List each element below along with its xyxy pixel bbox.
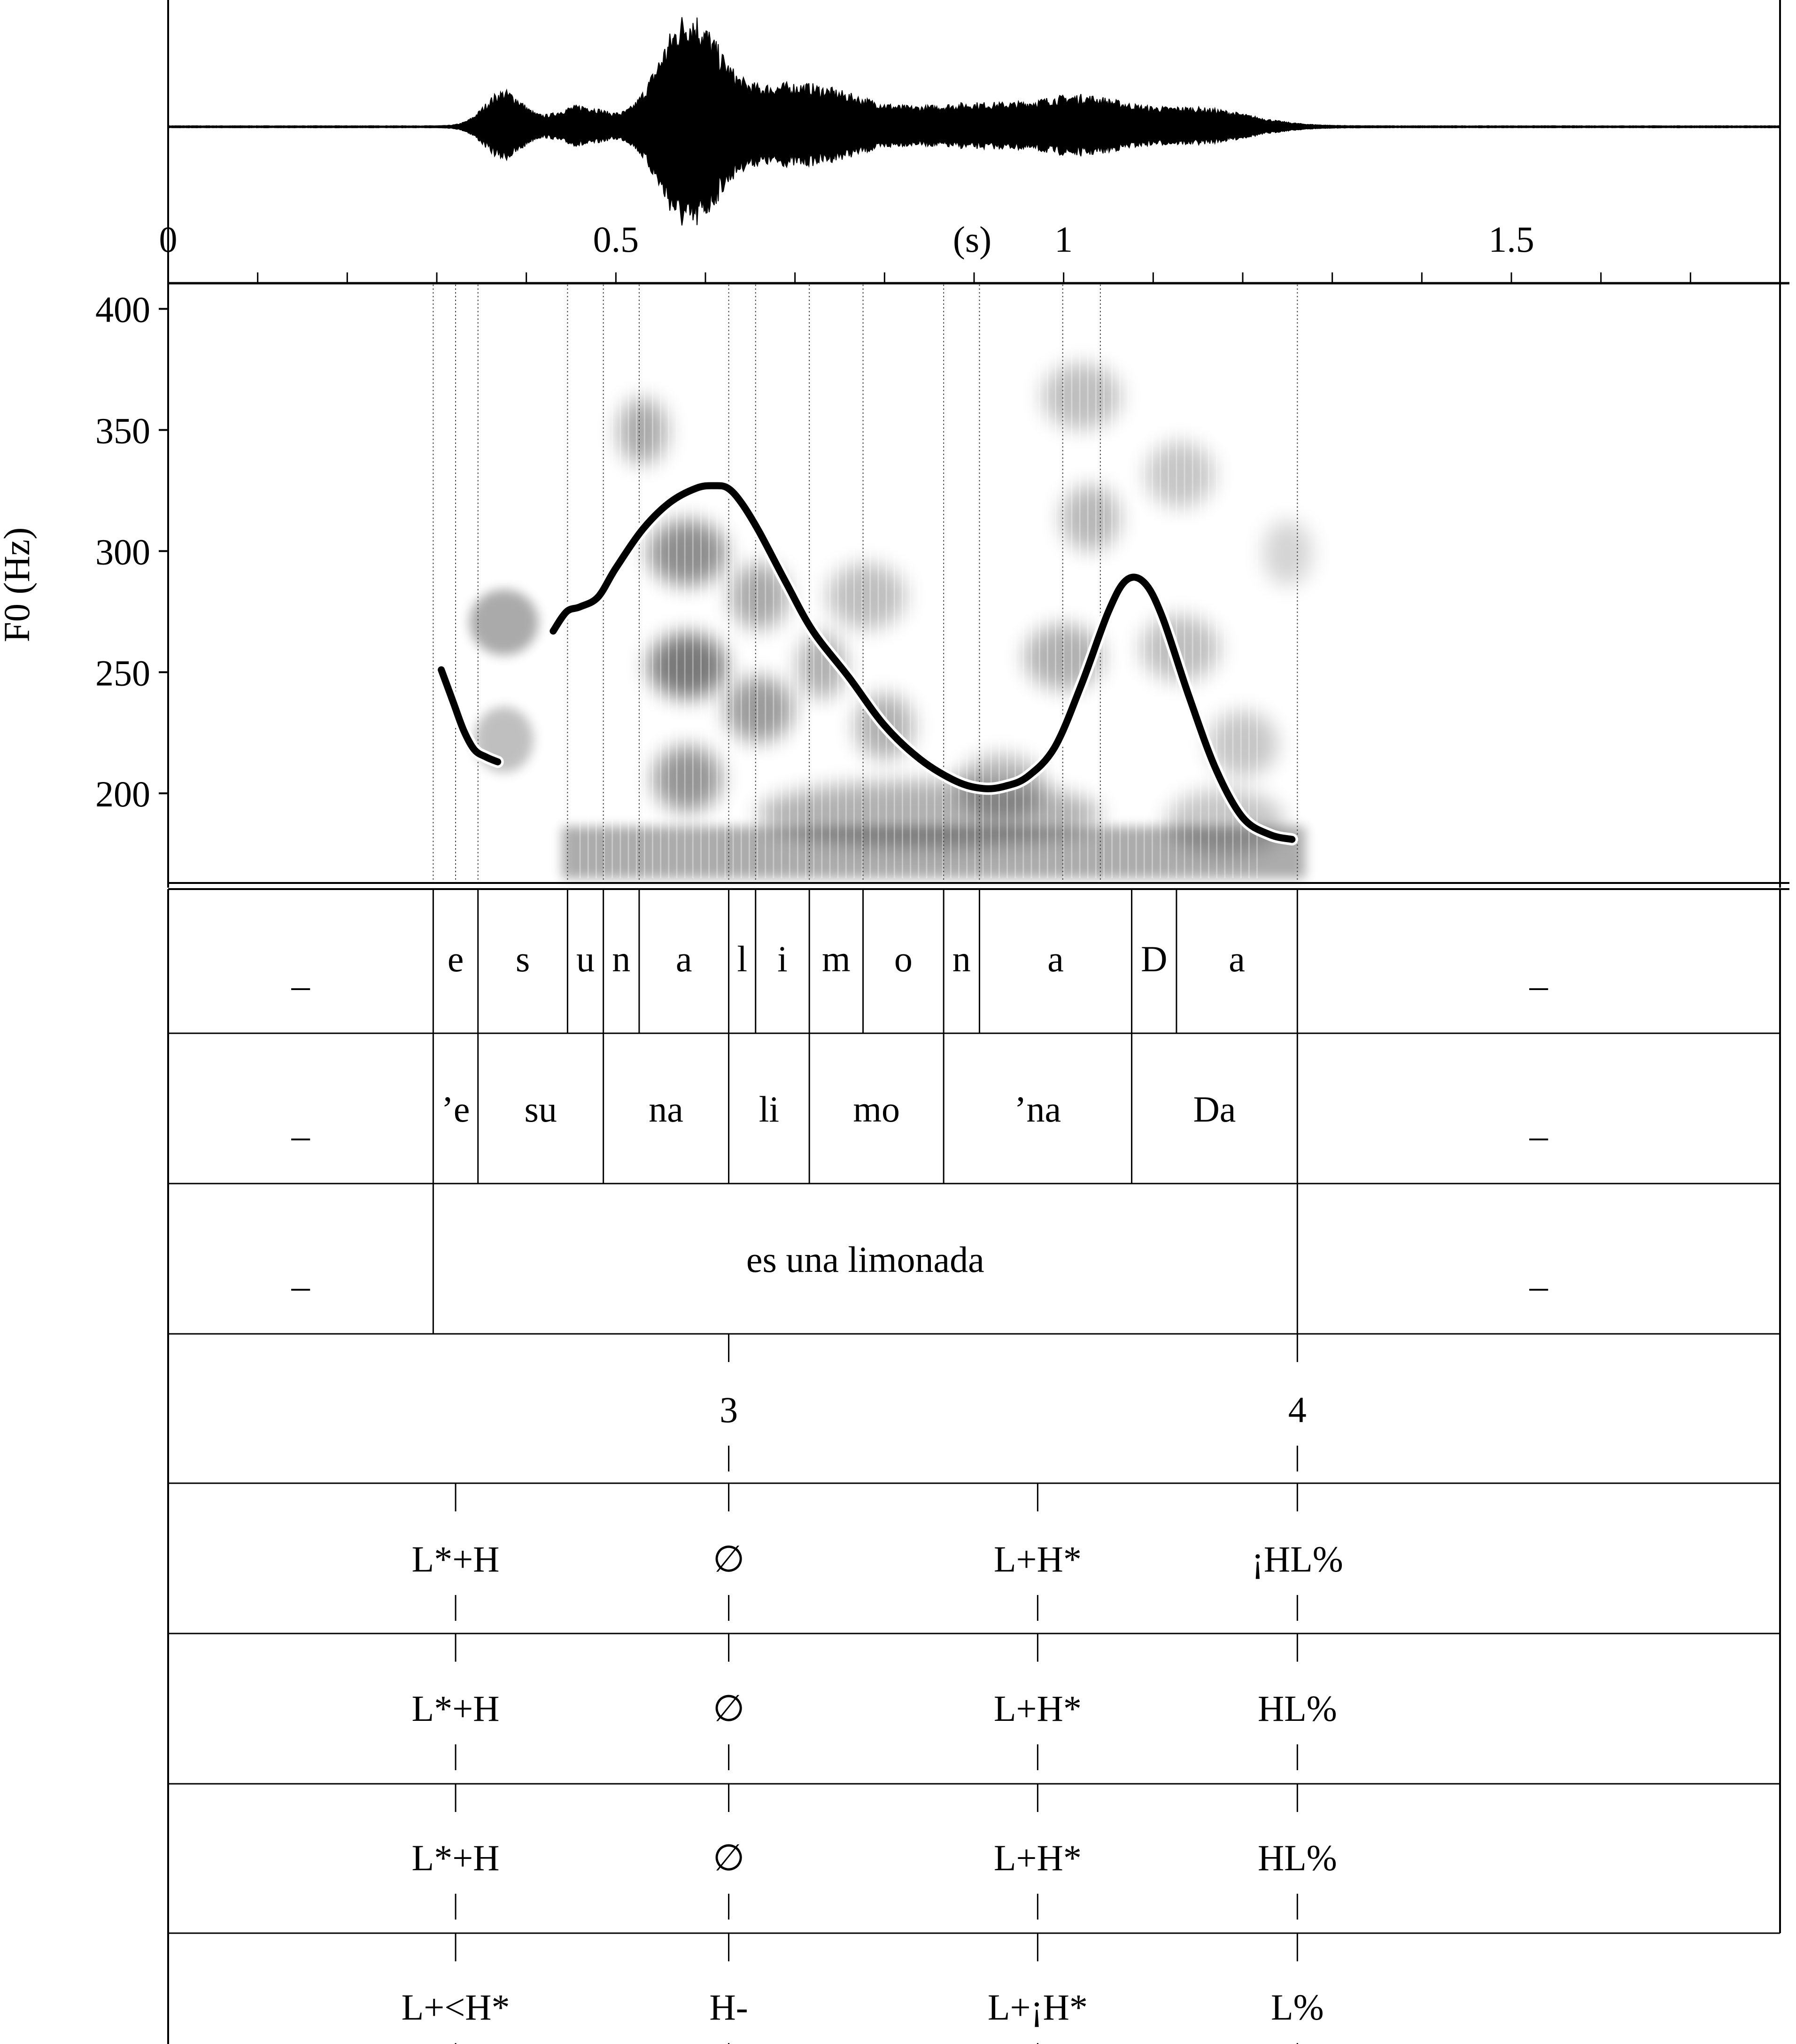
f0-line [438, 666, 502, 766]
phone-label: o [894, 938, 913, 979]
syllable-label: _ [1529, 1103, 1548, 1144]
time-axis-ticks [167, 272, 1781, 283]
syllable-label: ’e [441, 1089, 470, 1130]
tier-tones_3: L*+H ∅ L+H* HL% [168, 1783, 1780, 1920]
time-axis-label: (s) [953, 219, 991, 260]
tone-label: L*+H [412, 1539, 500, 1579]
phone-label: s [516, 938, 530, 979]
tone-label: HL% [1258, 1837, 1337, 1878]
spectrogram-low-band [562, 827, 1306, 878]
spectrogram-energy [1146, 441, 1215, 508]
phone-label: i [777, 938, 788, 979]
tier-tones_1: L*+H ∅ L+H* ¡HL% [168, 1482, 1780, 1621]
tone-label: L+H* [994, 1539, 1082, 1579]
tone-label: L+¡H* [988, 1987, 1088, 2028]
spectrogram-energy [1208, 711, 1277, 777]
tone-label: L*+H [412, 1688, 500, 1729]
waveform-signal [168, 17, 1781, 226]
f0-axis-ticks [159, 308, 168, 795]
spectrogram-panel: 400 350 300 250 200 F0 (Hz) [0, 285, 1789, 890]
phone-label: _ [1529, 952, 1548, 993]
f0-contour [435, 480, 1298, 846]
f0-tick-label: 250 [95, 652, 150, 693]
phone-label: e [448, 938, 464, 979]
spectrogram-energy [648, 633, 727, 699]
syllable-label: ’na [1014, 1089, 1061, 1130]
phone-label: l [737, 938, 747, 979]
tier-tones_2: L*+H ∅ L+H* HL% [168, 1633, 1780, 1770]
phone-label: _ [291, 952, 310, 993]
tier-tones_4: L+<H* H- L+¡H* L% [168, 1932, 1780, 2044]
phone-label: u [576, 938, 595, 979]
f0-axis-labels: 400 350 300 250 200 [95, 289, 150, 815]
f0-tick-label: 350 [95, 410, 150, 451]
spectrogram-energy [1061, 485, 1120, 551]
spectrogram-energy [648, 520, 727, 586]
phone-label: a [1047, 938, 1064, 979]
spectrogram-energy [827, 563, 906, 629]
tone-label: ∅ [713, 1688, 745, 1729]
tone-label: ∅ [713, 1837, 745, 1878]
time-axis-labels: 0 0.5 1 1.5 [159, 219, 1534, 260]
spectrogram-energy [653, 746, 722, 812]
f0-tick-label: 400 [95, 289, 150, 330]
spectrogram-energy [474, 706, 534, 773]
tier-syllables: _ ’e su na li mo ’na Da _ [168, 1032, 1780, 1184]
phone-label: m [822, 938, 851, 979]
tone-label: L+H* [994, 1837, 1082, 1878]
tone-label: L% [1271, 1987, 1324, 2028]
phone-label: n [952, 938, 971, 979]
spectrogram-energy [618, 398, 667, 464]
break-index-label: 3 [720, 1389, 738, 1430]
word-label: _ [1529, 1253, 1548, 1294]
syllable-label: Da [1193, 1089, 1236, 1130]
tone-label: L+<H* [402, 1987, 510, 2028]
syllable-label: su [524, 1089, 557, 1130]
syllable-label: na [649, 1089, 683, 1130]
phone-label: D [1141, 938, 1167, 979]
spectrogram-energy [469, 589, 539, 655]
spectrogram-energy [724, 676, 794, 742]
f0-tick-label: 200 [95, 774, 150, 814]
time-tick-label: 1.5 [1488, 219, 1534, 260]
tone-label: ∅ [713, 1539, 745, 1579]
time-tick-label: 0 [159, 219, 178, 260]
time-tick-label: 0.5 [593, 219, 639, 260]
tone-label: H- [709, 1987, 748, 2028]
f0-line [550, 482, 1296, 843]
spectrogram-energy [1140, 615, 1220, 681]
spectrogram-energy [1042, 364, 1121, 429]
word-label: _ [291, 1253, 310, 1294]
spectrogram [469, 301, 1312, 878]
spectrogram-energy [729, 563, 789, 629]
word-label: es una limonada [746, 1239, 984, 1280]
tone-label: ¡HL% [1252, 1539, 1343, 1579]
tone-label: L+H* [994, 1688, 1082, 1729]
tone-label: HL% [1258, 1688, 1337, 1729]
waveform-panel: 0 0.5 1 1.5 (s) [159, 0, 1789, 285]
f0-axis-label: F0 (Hz) [0, 527, 37, 643]
phone-label: a [1229, 938, 1245, 979]
syllable-label: _ [291, 1103, 310, 1144]
phone-label: n [612, 938, 630, 979]
f0-tick-label: 300 [95, 531, 150, 572]
tone-label: L*+H [412, 1837, 500, 1878]
syllable-label: mo [853, 1089, 900, 1130]
spectrogram-energy [1262, 520, 1312, 586]
phone-label: a [676, 938, 692, 979]
tier-words: _ es una limonada _ [168, 1183, 1780, 1334]
syllable-label: li [759, 1089, 779, 1130]
break-index-label: 4 [1288, 1389, 1307, 1430]
time-tick-label: 1 [1054, 219, 1073, 260]
